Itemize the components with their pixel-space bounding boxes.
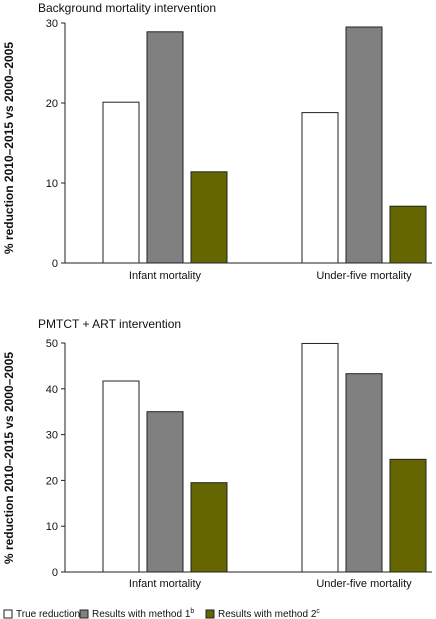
y-axis-label: % reduction 2010–2015 vs 2000–2005 [2, 352, 16, 564]
legend-swatch [205, 609, 215, 619]
bar [301, 342, 339, 573]
y-tick-label: 30 [46, 18, 58, 30]
legend: True reduction Results with method 1b Re… [3, 608, 320, 619]
category-label: Infant mortality [129, 578, 202, 590]
legend-superscript: c [316, 608, 320, 615]
y-tick-label: 20 [46, 98, 58, 110]
y-tick-label: 10 [46, 178, 58, 190]
bar [389, 205, 427, 264]
legend-label-group: Results with method 1b [92, 608, 194, 619]
legend-item-method-1: Results with method 1b [79, 608, 194, 619]
y-tick-label: 20 [46, 475, 58, 487]
panel-title: PMTCT + ART intervention [38, 317, 181, 331]
bar [345, 26, 383, 264]
y-tick-label: 30 [46, 430, 58, 442]
y-axis-label: % reduction 2010–2015 vs 2000–2005 [2, 42, 16, 254]
legend-label: Results with method 1 [92, 609, 191, 619]
legend-swatch [79, 609, 89, 619]
panel-title: Background mortality intervention [38, 1, 216, 15]
bar [190, 482, 228, 573]
category-label: Under-five mortality [316, 270, 412, 282]
y-tick-label: 0 [52, 567, 58, 579]
category-labels: Infant mortality Under-five mortality [129, 578, 412, 590]
bars [102, 26, 427, 264]
bar [389, 458, 427, 573]
legend-superscript: b [190, 608, 194, 615]
category-labels: Infant mortality Under-five mortality [129, 270, 412, 282]
bars [102, 342, 427, 573]
bar [345, 373, 383, 573]
chart-panel-pmtct-art: PMTCT + ART intervention % reduction 201… [2, 317, 432, 590]
y-ticks: 0 10 20 30 [46, 18, 65, 270]
bar [146, 411, 184, 573]
legend-label-group: Results with method 2c [218, 608, 320, 619]
y-tick-label: 40 [46, 384, 58, 396]
bar [301, 112, 339, 264]
legend-label: True reduction [16, 609, 80, 619]
y-tick-label: 0 [52, 258, 58, 270]
legend-item-true-reduction: True reduction [3, 609, 80, 619]
chart-panel-background-mortality: Background mortality intervention % redu… [2, 1, 432, 282]
bar [146, 31, 184, 264]
y-tick-label: 10 [46, 521, 58, 533]
category-label: Under-five mortality [316, 578, 412, 590]
bar [102, 380, 140, 573]
legend-item-method-2: Results with method 2c [205, 608, 320, 619]
legend-swatch [3, 609, 13, 619]
bar [190, 171, 228, 264]
category-label: Infant mortality [129, 270, 202, 282]
legend-label: Results with method 2 [218, 609, 317, 619]
y-ticks: 0 10 20 30 40 50 [46, 338, 65, 579]
bar [102, 101, 140, 264]
y-tick-label: 50 [46, 338, 58, 350]
